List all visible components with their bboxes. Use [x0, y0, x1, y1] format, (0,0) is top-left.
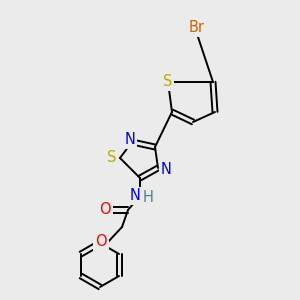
Text: O: O	[95, 235, 107, 250]
Text: S: S	[107, 151, 117, 166]
Text: H: H	[142, 190, 153, 206]
Text: N: N	[160, 163, 171, 178]
Text: S: S	[163, 74, 173, 89]
Text: N: N	[124, 133, 135, 148]
Text: Br: Br	[189, 20, 205, 35]
Text: N: N	[130, 188, 140, 203]
Text: O: O	[99, 202, 111, 217]
